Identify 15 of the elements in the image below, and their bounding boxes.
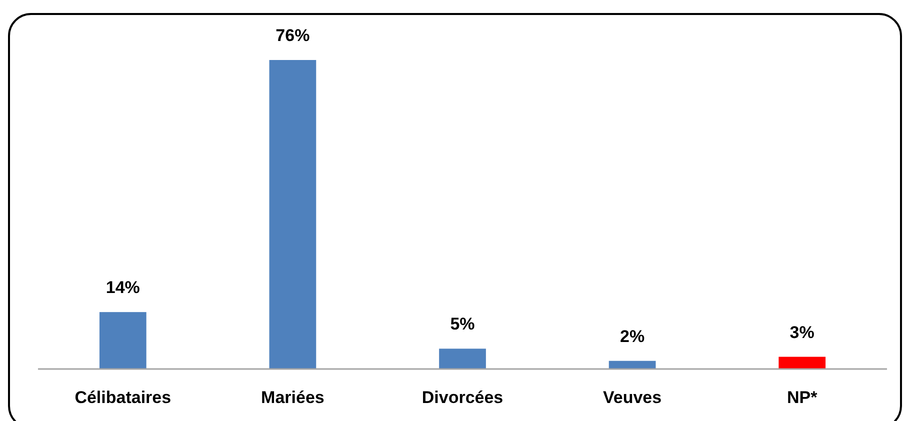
x-tick-label: Divorcées (422, 388, 504, 407)
data-label: 5% (450, 314, 475, 334)
bar (99, 312, 146, 369)
x-tick-label: Veuves (602, 388, 662, 407)
bar (269, 60, 316, 369)
bar (439, 348, 486, 369)
bar (608, 360, 656, 369)
data-label: 76% (276, 26, 310, 45)
data-label: 3% (790, 322, 814, 342)
x-tick-label: Mariées (261, 388, 324, 407)
x-tick-label: NP* (786, 388, 818, 407)
data-label: 2% (620, 326, 645, 346)
data-label: 14% (106, 278, 140, 298)
x-tick-label: Célibataires (74, 388, 172, 407)
bar (778, 356, 826, 369)
